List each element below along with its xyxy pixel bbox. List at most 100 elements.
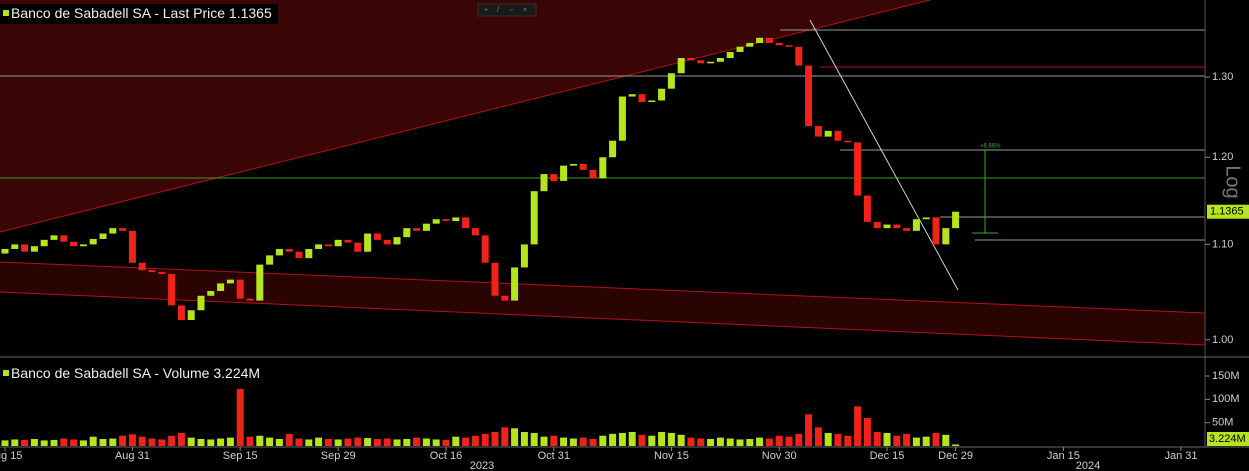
volume-bar: [109, 438, 117, 446]
volume-bar: [922, 436, 930, 446]
volume-bar: [550, 435, 558, 446]
volume-bar: [99, 439, 107, 446]
candle: [932, 217, 940, 245]
candle: [471, 228, 479, 236]
legend-swatch: [3, 10, 9, 16]
candle: [560, 165, 568, 181]
volume-bar: [442, 439, 450, 446]
candle: [726, 51, 734, 59]
x-tick-label: Aug 15: [0, 450, 22, 462]
volume-bar: [756, 437, 764, 446]
candle: [795, 46, 803, 66]
candle: [491, 262, 499, 296]
year-label: 2023: [470, 460, 494, 471]
volume-bar: [373, 439, 381, 446]
x-tick-label: Sep 29: [321, 450, 356, 462]
volume-bar: [354, 437, 362, 446]
candle: [256, 264, 264, 301]
candle: [99, 233, 107, 239]
candle: [844, 140, 852, 143]
trend-line: [0, 261, 1206, 314]
toolbar-icon[interactable]: /: [497, 7, 499, 14]
candle: [697, 60, 705, 64]
candle: [677, 58, 685, 74]
candle: [863, 195, 871, 222]
candle: [30, 246, 38, 252]
volume-bar: [491, 432, 499, 446]
log-label: Log: [1222, 165, 1244, 198]
volume-bar: [207, 439, 215, 446]
volume-bar: [932, 432, 940, 446]
volume-bar: [912, 437, 920, 446]
candle: [834, 130, 842, 141]
volume-bar: [452, 436, 460, 446]
candle: [775, 42, 783, 46]
candle: [805, 65, 813, 127]
volume-bar: [795, 433, 803, 446]
volume-bar: [11, 439, 19, 446]
toolbar-icon[interactable]: ×: [523, 7, 527, 14]
candle: [520, 244, 528, 268]
x-tick-label: Nov 30: [762, 450, 797, 462]
volume-bar: [579, 437, 587, 446]
volume-bar: [530, 432, 538, 446]
candle: [511, 267, 519, 301]
price-badge-label: 1.1365: [1210, 206, 1244, 218]
volume-bar: [736, 439, 744, 446]
y-tick-label: 1.30: [1212, 71, 1233, 83]
candle: [452, 217, 460, 222]
candle: [168, 273, 176, 306]
candle: [540, 174, 548, 192]
volume-bar: [726, 438, 734, 446]
candle: [589, 169, 597, 179]
volume-bar: [609, 433, 617, 446]
candle: [21, 244, 29, 252]
volume-bar: [520, 432, 528, 446]
volume-bar: [70, 439, 78, 446]
volume-bar: [942, 434, 950, 446]
candle: [324, 244, 332, 247]
candle: [373, 233, 381, 240]
toolbar-icon[interactable]: +: [484, 7, 488, 14]
volume-bar: [40, 440, 48, 446]
volume-bar: [844, 435, 852, 446]
year-label: 2024: [1076, 460, 1100, 471]
candle: [609, 140, 617, 158]
volume-bar: [854, 406, 862, 446]
legend-entry: Banco de Sabadell SA - Last Price 1.1365: [11, 5, 272, 21]
volume-bar: [824, 432, 832, 446]
price-badge: [1207, 204, 1249, 219]
candle: [687, 58, 695, 61]
candle: [854, 142, 862, 196]
volume-bar: [364, 438, 372, 446]
candle: [628, 94, 636, 97]
volume-bar: [883, 432, 891, 446]
volume-bar: [305, 439, 313, 446]
volume-bar: [403, 439, 411, 446]
volume-bar: [893, 435, 901, 446]
volume-badge: [1207, 432, 1249, 446]
volume-bar: [618, 432, 626, 446]
candle: [422, 223, 430, 231]
volume-bar: [540, 436, 548, 446]
volume-bar: [677, 434, 685, 446]
candle: [70, 241, 78, 247]
chart-title: Banco de Sabadell SA - Volume: [11, 365, 210, 381]
last-price: 1.1365: [229, 5, 272, 21]
volume-bar: [638, 434, 646, 446]
candle: [618, 96, 626, 141]
y-tick-label: 1.20: [1212, 151, 1233, 163]
volume-bar: [177, 432, 185, 446]
toolbar-icon[interactable]: ▫: [510, 7, 512, 14]
x-tick-label: Dec 15: [870, 450, 905, 462]
candle: [207, 290, 215, 296]
volume-bar: [658, 432, 666, 446]
volume-bar: [383, 438, 391, 446]
legend-swatch: [3, 370, 9, 376]
candle: [442, 219, 450, 222]
candle: [569, 163, 577, 166]
y-tick-label: 1.00: [1212, 334, 1233, 346]
volume-bar: [589, 439, 597, 446]
channel-shade: [0, 262, 1205, 345]
marks: [1, 37, 960, 446]
